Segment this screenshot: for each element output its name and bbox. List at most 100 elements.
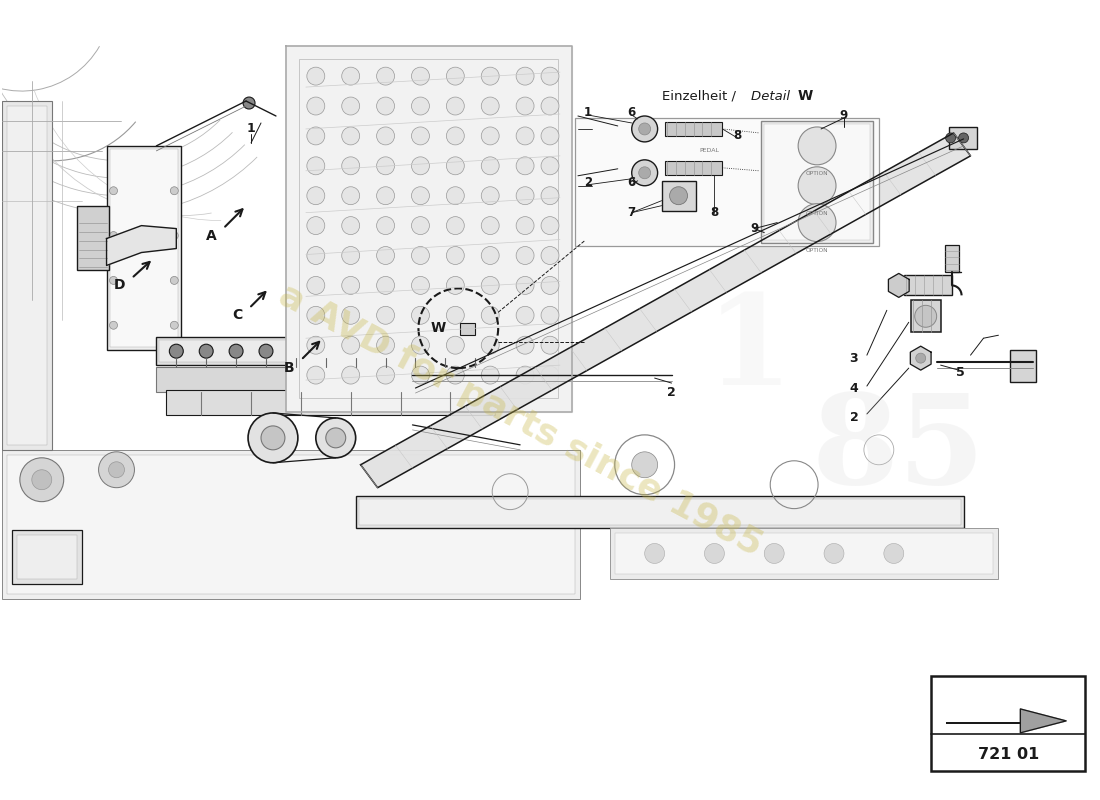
Circle shape [516, 67, 535, 85]
Circle shape [411, 336, 429, 354]
Circle shape [481, 127, 499, 145]
Text: A: A [206, 229, 217, 242]
Circle shape [946, 133, 956, 143]
Text: 9: 9 [750, 222, 758, 235]
Circle shape [516, 217, 535, 234]
Bar [1011, 350, 1036, 382]
Circle shape [541, 246, 559, 265]
Bar [904, 275, 952, 295]
Circle shape [670, 186, 688, 205]
Circle shape [110, 231, 118, 239]
Circle shape [411, 186, 429, 205]
Circle shape [447, 246, 464, 265]
Circle shape [376, 336, 395, 354]
Circle shape [307, 97, 324, 115]
Circle shape [541, 366, 559, 384]
Circle shape [915, 353, 926, 363]
Circle shape [109, 462, 124, 478]
Bar [107, 146, 182, 350]
Circle shape [243, 97, 255, 109]
Circle shape [170, 231, 178, 239]
Circle shape [411, 366, 429, 384]
Bar [359, 498, 960, 525]
Circle shape [411, 97, 429, 115]
Circle shape [439, 344, 452, 358]
Circle shape [481, 67, 499, 85]
Text: 721 01: 721 01 [978, 747, 1040, 762]
Circle shape [799, 167, 836, 205]
Circle shape [639, 123, 650, 135]
Bar [661, 181, 696, 210]
Circle shape [249, 413, 298, 462]
Bar [355, 496, 964, 527]
Polygon shape [947, 709, 1066, 733]
Circle shape [631, 116, 658, 142]
Bar [156, 338, 515, 365]
Bar [166, 390, 495, 415]
Text: OPTION: OPTION [806, 171, 828, 176]
Circle shape [378, 344, 393, 358]
Circle shape [481, 366, 499, 384]
Bar [575, 118, 879, 246]
Circle shape [541, 127, 559, 145]
Text: OPTION: OPTION [806, 211, 828, 216]
Circle shape [411, 306, 429, 324]
Polygon shape [361, 133, 970, 488]
Circle shape [645, 543, 664, 563]
Circle shape [447, 186, 464, 205]
Bar [7, 106, 47, 445]
Circle shape [307, 366, 324, 384]
Circle shape [541, 277, 559, 294]
Text: C: C [232, 308, 242, 322]
Circle shape [307, 67, 324, 85]
Circle shape [447, 67, 464, 85]
Circle shape [342, 217, 360, 234]
Bar [931, 676, 1085, 770]
Text: 3: 3 [849, 352, 858, 365]
Circle shape [481, 186, 499, 205]
Circle shape [110, 277, 118, 285]
Circle shape [447, 366, 464, 384]
Polygon shape [911, 346, 931, 370]
Circle shape [408, 344, 422, 358]
Circle shape [541, 157, 559, 174]
Text: 85: 85 [812, 390, 986, 510]
Circle shape [32, 470, 52, 490]
Circle shape [261, 426, 285, 450]
Circle shape [110, 186, 118, 194]
Circle shape [376, 186, 395, 205]
Bar [948, 127, 977, 149]
Circle shape [411, 157, 429, 174]
Circle shape [342, 336, 360, 354]
Circle shape [447, 127, 464, 145]
Bar [609, 527, 999, 579]
Circle shape [516, 97, 535, 115]
Text: 1: 1 [706, 290, 793, 410]
Circle shape [883, 543, 904, 563]
Circle shape [342, 246, 360, 265]
Text: OPTION: OPTION [806, 248, 828, 253]
Circle shape [704, 543, 725, 563]
Circle shape [411, 277, 429, 294]
Circle shape [447, 306, 464, 324]
Circle shape [307, 277, 324, 294]
Circle shape [481, 97, 499, 115]
Circle shape [447, 277, 464, 294]
Circle shape [326, 428, 345, 448]
Text: B: B [284, 361, 294, 375]
Circle shape [799, 204, 836, 242]
Circle shape [447, 97, 464, 115]
Circle shape [349, 344, 363, 358]
Text: PEDAL: PEDAL [700, 148, 719, 154]
Circle shape [342, 67, 360, 85]
Text: 2: 2 [849, 411, 858, 425]
Circle shape [342, 157, 360, 174]
Bar [110, 149, 178, 347]
Circle shape [307, 306, 324, 324]
Text: 8: 8 [711, 206, 718, 219]
Circle shape [516, 157, 535, 174]
Circle shape [319, 344, 333, 358]
Circle shape [342, 306, 360, 324]
Circle shape [541, 186, 559, 205]
Text: W: W [798, 89, 813, 103]
